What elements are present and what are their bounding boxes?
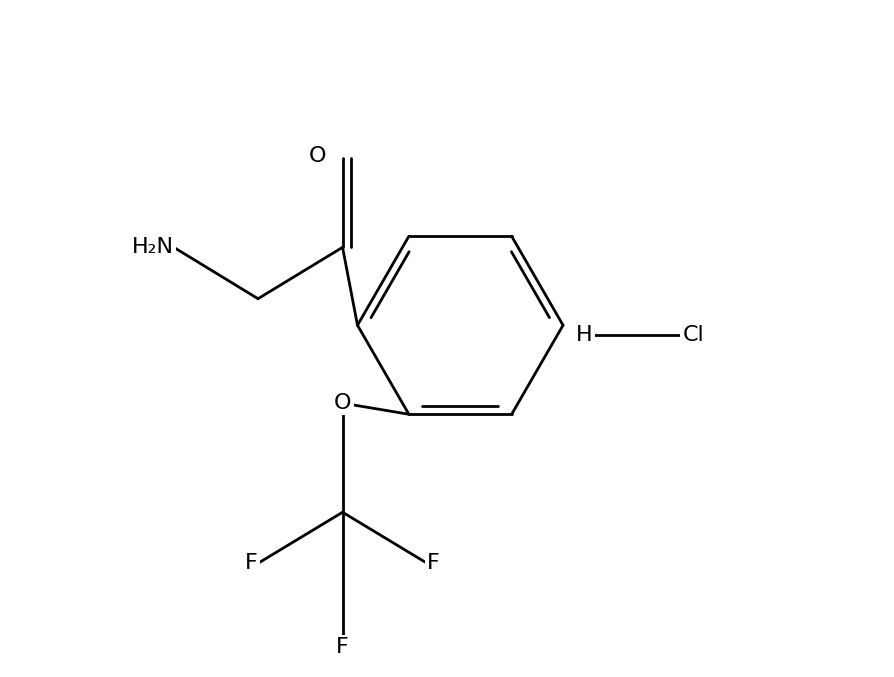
Text: H₂N: H₂N	[131, 238, 173, 257]
Text: F: F	[427, 553, 440, 573]
Text: F: F	[245, 553, 258, 573]
Text: O: O	[309, 146, 326, 166]
Text: H: H	[577, 325, 593, 345]
Text: Cl: Cl	[682, 325, 704, 345]
Text: F: F	[336, 637, 349, 657]
Text: O: O	[333, 393, 351, 413]
